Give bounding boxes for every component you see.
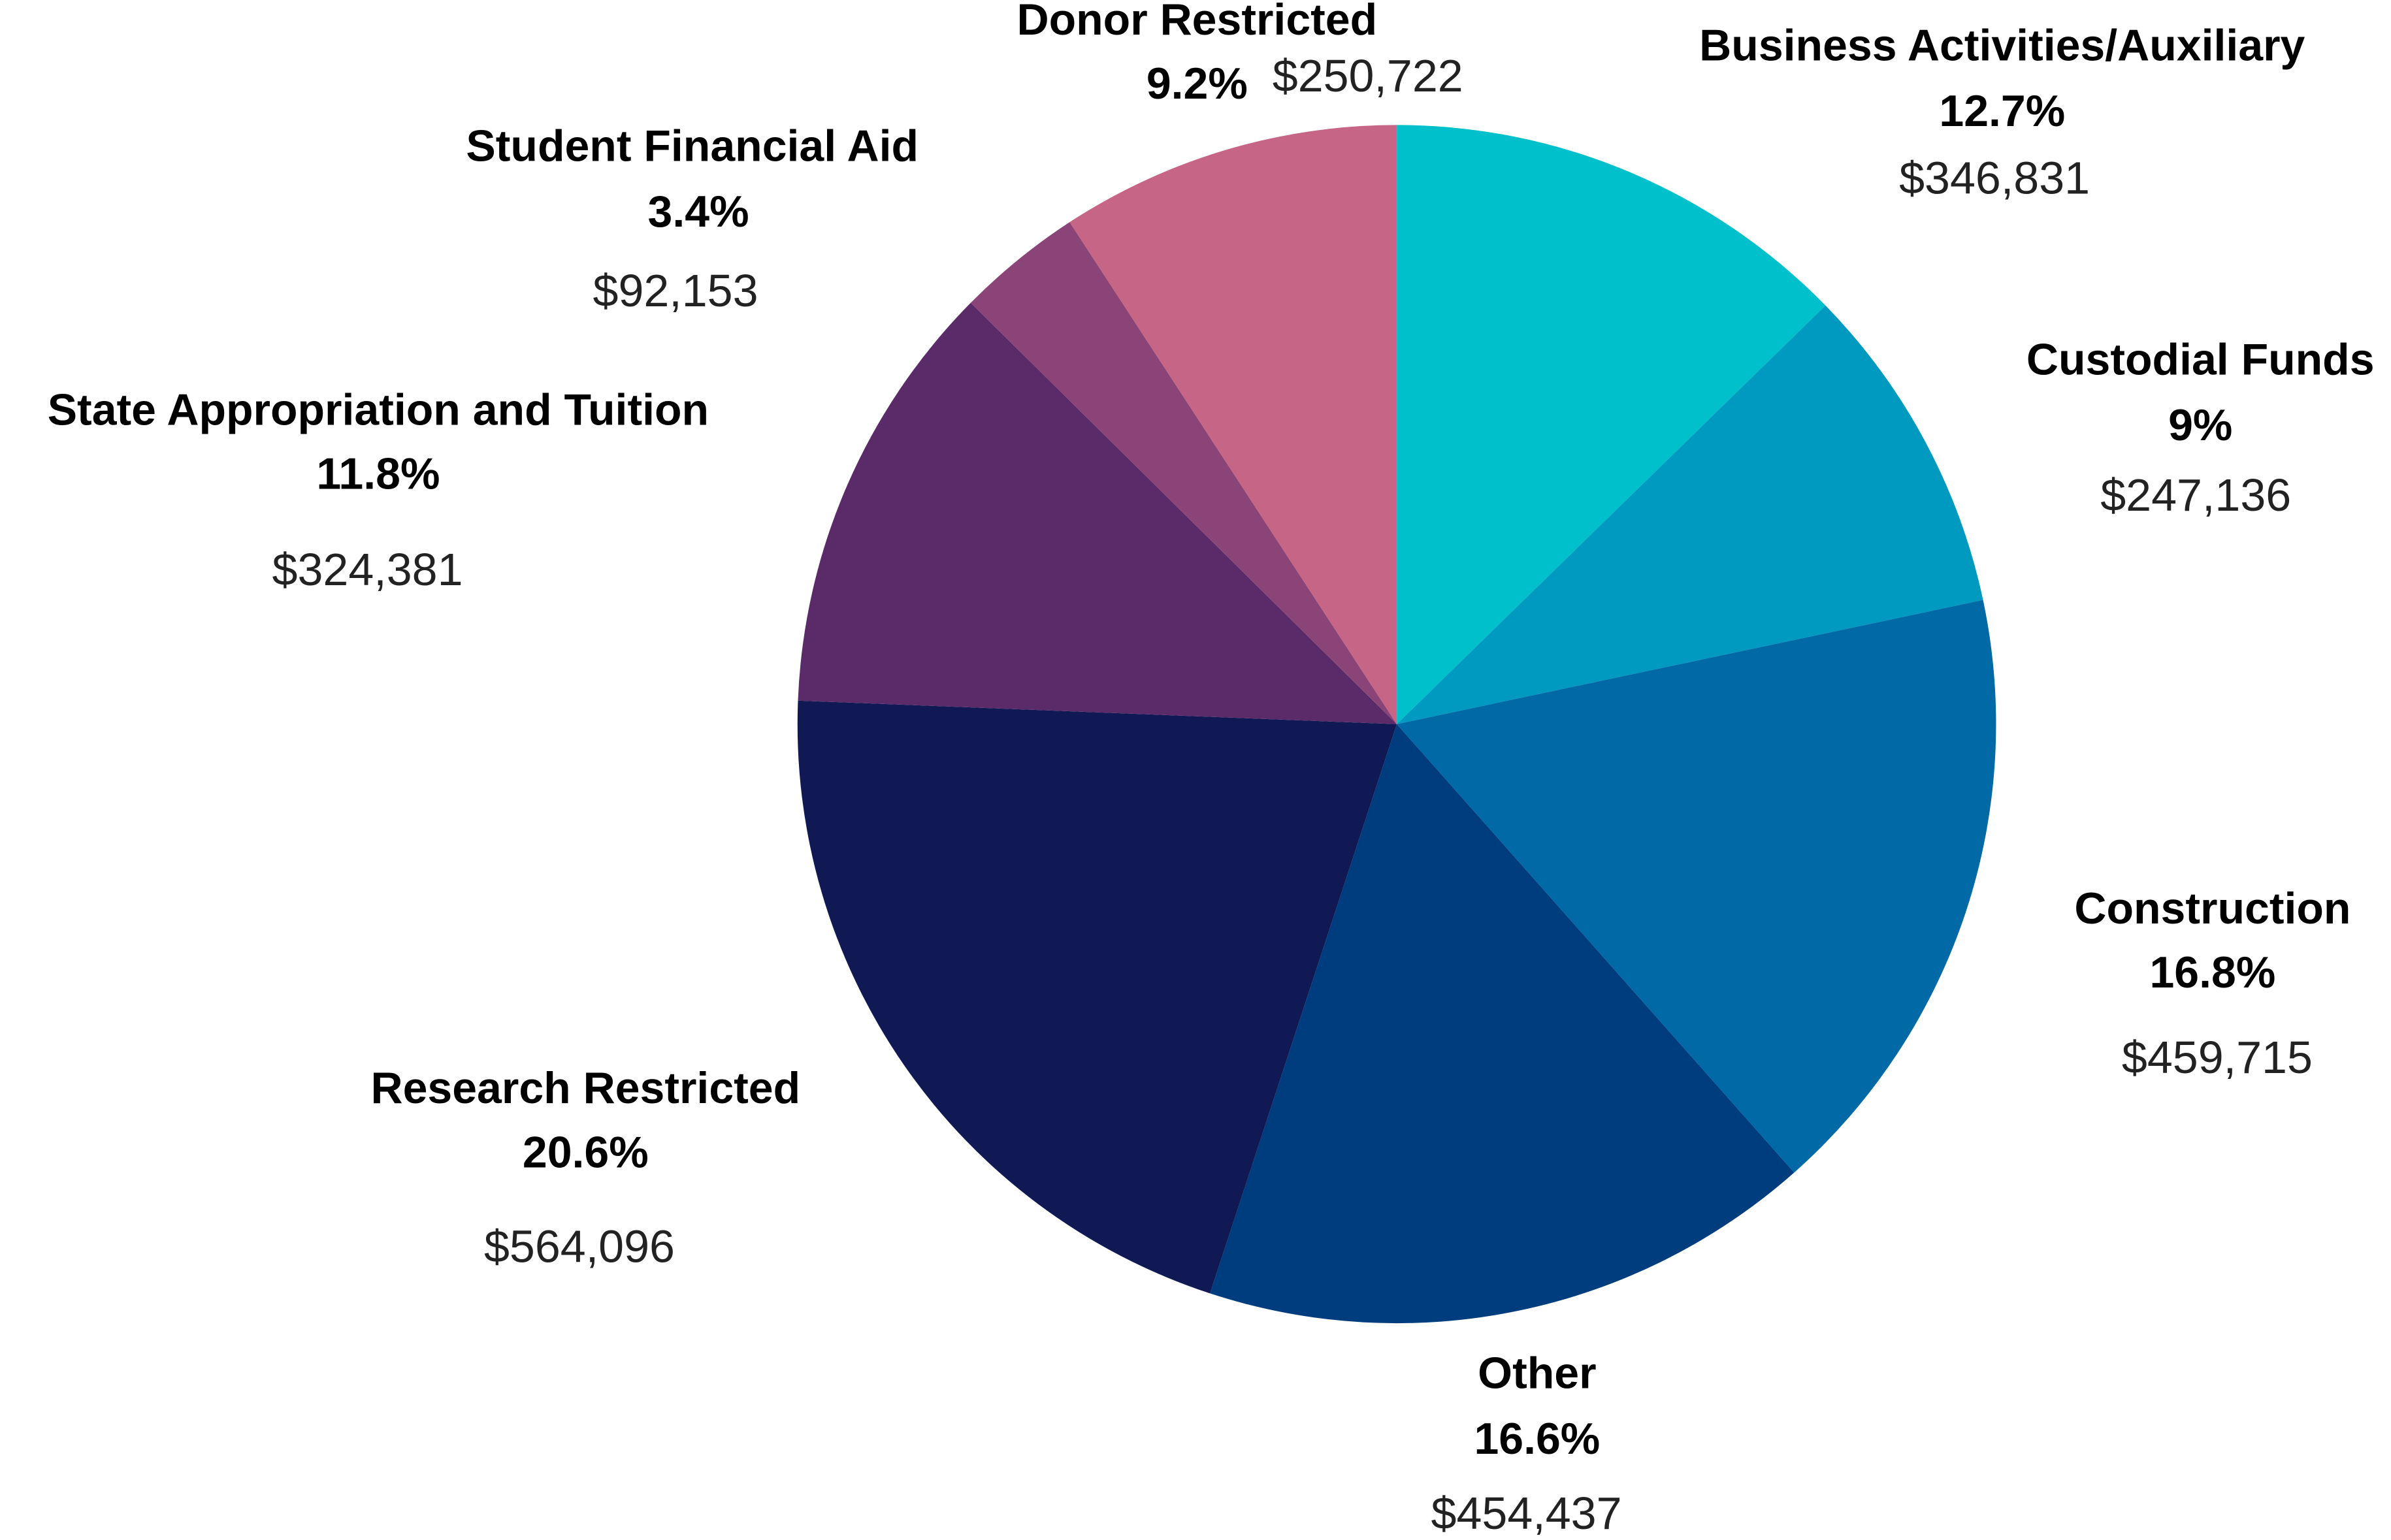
slice-amount: $250,722 — [1273, 50, 1463, 101]
slice-percent: 16.8% — [2149, 948, 2275, 997]
slice-percent: 16.6% — [1474, 1414, 1600, 1464]
slice-percent: 3.4% — [648, 187, 749, 236]
slice-label: Construction — [2074, 884, 2350, 933]
pie-slice — [970, 222, 1397, 724]
pie-slice — [1397, 125, 1826, 724]
slice-percent: 20.6% — [523, 1127, 649, 1177]
pie-slice — [1069, 125, 1397, 724]
pie-slice — [1397, 305, 1983, 724]
slice-label: Other — [1478, 1349, 1596, 1398]
slice-amount: $564,096 — [484, 1221, 675, 1272]
slice-percent: 9% — [2168, 400, 2232, 450]
slice-amount: $247,136 — [2100, 470, 2291, 521]
slice-amount: $324,381 — [272, 544, 463, 595]
slice-label: Custodial Funds — [2026, 335, 2375, 385]
slice-label: Research Restricted — [370, 1063, 800, 1113]
slice-amount: $92,153 — [593, 265, 758, 316]
slice-label: Donor Restricted — [1017, 0, 1378, 44]
slice-label: Student Financial Aid — [466, 121, 919, 171]
slice-amount: $459,715 — [2122, 1032, 2313, 1083]
slice-percent: 12.7% — [1939, 86, 2065, 136]
slice-percent: 9.2% — [1147, 59, 1248, 108]
pie-slice — [797, 700, 1397, 1294]
slice-label: Business Activities/Auxiliary — [1699, 21, 2305, 71]
slice-percent: 11.8% — [316, 449, 440, 499]
pie-slice — [1210, 724, 1795, 1324]
pie-slice — [1397, 600, 1996, 1173]
slice-amount: $454,437 — [1431, 1488, 1622, 1539]
slice-label: State Appropriation and Tuition — [48, 385, 709, 435]
slice-amount: $346,831 — [1899, 152, 2090, 203]
pie-slice — [798, 302, 1397, 724]
